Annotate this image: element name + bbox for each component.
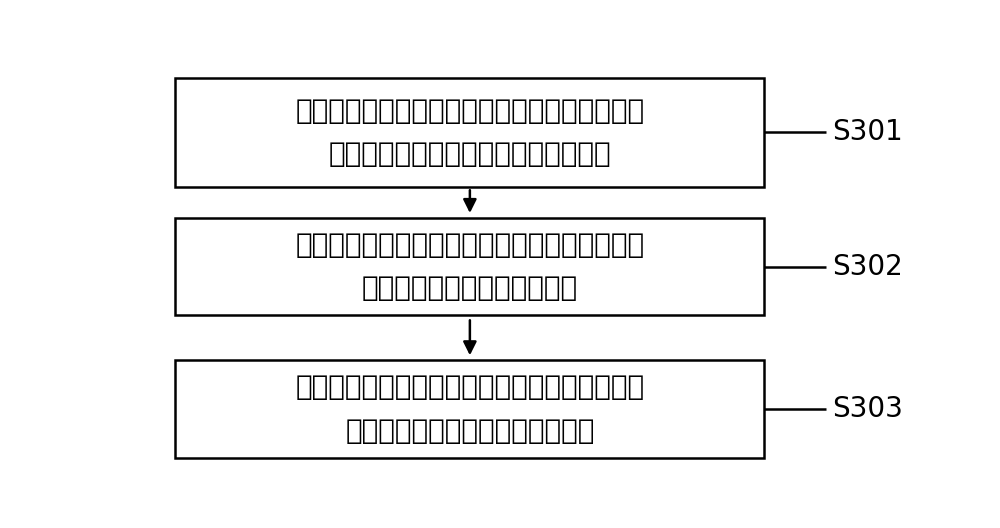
Text: 显示设备接收视频处理平台下发的显示信息，将
显示信息转换为适配显示屏的图像信息: 显示设备接收视频处理平台下发的显示信息，将 显示信息转换为适配显示屏的图像信息 (295, 97, 644, 168)
FancyBboxPatch shape (175, 78, 764, 187)
FancyBboxPatch shape (175, 360, 764, 458)
Text: 显示设备根据本显示设备的图像信息和上一级显
示设备的图像信息，确定延迟时间: 显示设备根据本显示设备的图像信息和上一级显 示设备的图像信息，确定延迟时间 (295, 373, 644, 445)
FancyBboxPatch shape (175, 218, 764, 315)
Text: S302: S302 (833, 252, 903, 281)
Text: S303: S303 (833, 395, 903, 423)
Text: 当显示设备存在上一级显示设备时，显示设备接
收上一级显示设备的图像信息: 当显示设备存在上一级显示设备时，显示设备接 收上一级显示设备的图像信息 (295, 231, 644, 303)
Text: S301: S301 (833, 118, 903, 146)
